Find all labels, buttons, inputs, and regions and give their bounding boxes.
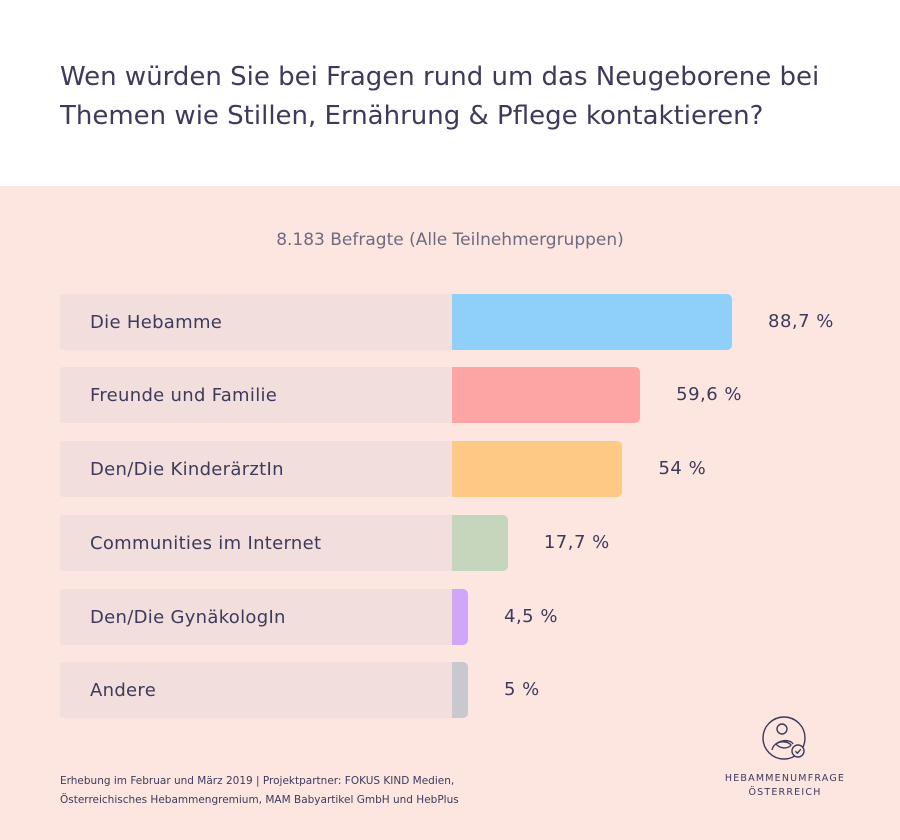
bar-category-label: Den/Die GynäkologIn [90, 606, 286, 628]
bar-category-label: Freunde und Familie [90, 384, 278, 406]
bar-value-label: 59,6 % [676, 384, 743, 405]
bar-label-box: Den/Die GynäkologIn [60, 589, 452, 645]
page-title: Wen würden Sie bei Fragen rund um das Ne… [60, 62, 820, 131]
bar [452, 515, 508, 571]
bar-row: Freunde und Familie 59,6 % [60, 367, 860, 423]
bar [452, 294, 732, 350]
footnote-line-2: Österreichisches Hebammengremium, MAM Ba… [60, 794, 459, 806]
bar [452, 589, 468, 645]
bar-value-label: 88,7 % [768, 311, 834, 332]
bar-category-label: Die Hebamme [90, 311, 223, 333]
chart-panel: 8.183 Befragte (Alle Teilnehmergruppen) … [0, 186, 900, 840]
footnote: Erhebung im Februar und März 2019 | Proj… [60, 772, 520, 810]
bar-category-label: Den/Die KinderärztIn [90, 458, 284, 480]
bar-row: Die Hebamme 88,7 % [60, 294, 860, 350]
bar-category-label: Andere [90, 679, 157, 701]
bar-value-label: 4,5 % [504, 606, 558, 627]
bar-value-label: 54 % [658, 458, 707, 479]
bar-value-label: 17,7 % [543, 532, 610, 553]
bar [452, 662, 468, 718]
bar-label-box: Die Hebamme [60, 294, 452, 350]
logo-line-1: HEBAMMENUMFRAGE [724, 773, 846, 784]
bar [452, 441, 623, 497]
chart-subtitle: 8.183 Befragte (Alle Teilnehmergruppen) [276, 230, 624, 250]
mother-baby-icon [762, 716, 806, 760]
bar-label-box: Freunde und Familie [60, 367, 452, 423]
bar-row: Communities im Internet 17,7 % [60, 515, 860, 571]
bar-row: Den/Die KinderärztIn 54 % [60, 441, 860, 497]
logo: HEBAMMENUMFRAGE ÖSTERREICH [720, 714, 850, 800]
logo-line-2: ÖSTERREICH [748, 787, 822, 798]
bar-category-label: Communities im Internet [90, 532, 322, 554]
bar-row: Andere 5 % [60, 662, 860, 718]
bar-value-label: 5 % [504, 679, 540, 700]
footnote-line-1: Erhebung im Februar und März 2019 | Proj… [60, 775, 455, 787]
bar [452, 367, 641, 423]
bar-row: Den/Die GynäkologIn 4,5 % [60, 589, 860, 645]
bar-label-box: Den/Die KinderärztIn [60, 441, 452, 497]
header: Wen würden Sie bei Fragen rund um das Ne… [0, 0, 900, 186]
bar-label-box: Communities im Internet [60, 515, 452, 571]
bar-label-box: Andere [60, 662, 452, 718]
